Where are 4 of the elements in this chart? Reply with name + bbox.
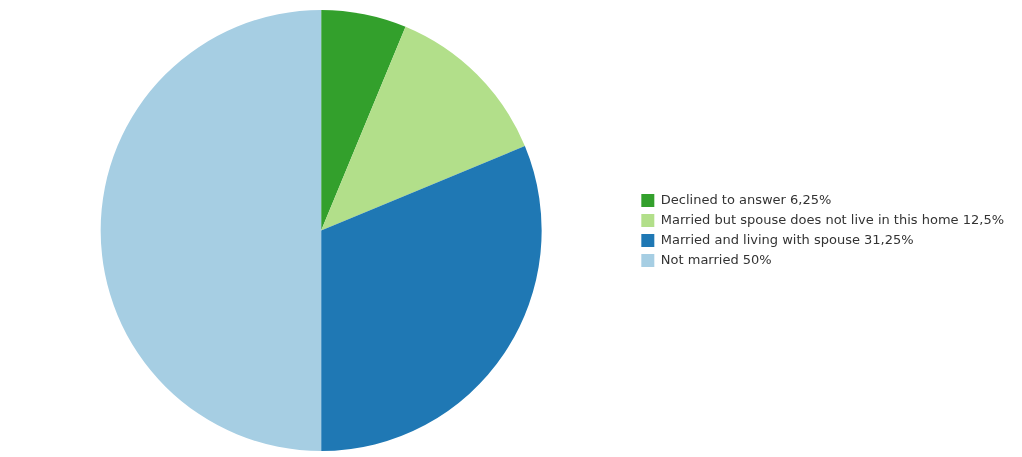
- legend-label: Declined to answer 6,25%: [660, 191, 832, 207]
- legend-label: Not married 50%: [660, 251, 772, 267]
- legend-label: Married and living with spouse 31,25%: [660, 231, 914, 247]
- legend-label: Married but spouse does not live in this home 12,5%: [660, 211, 1005, 227]
